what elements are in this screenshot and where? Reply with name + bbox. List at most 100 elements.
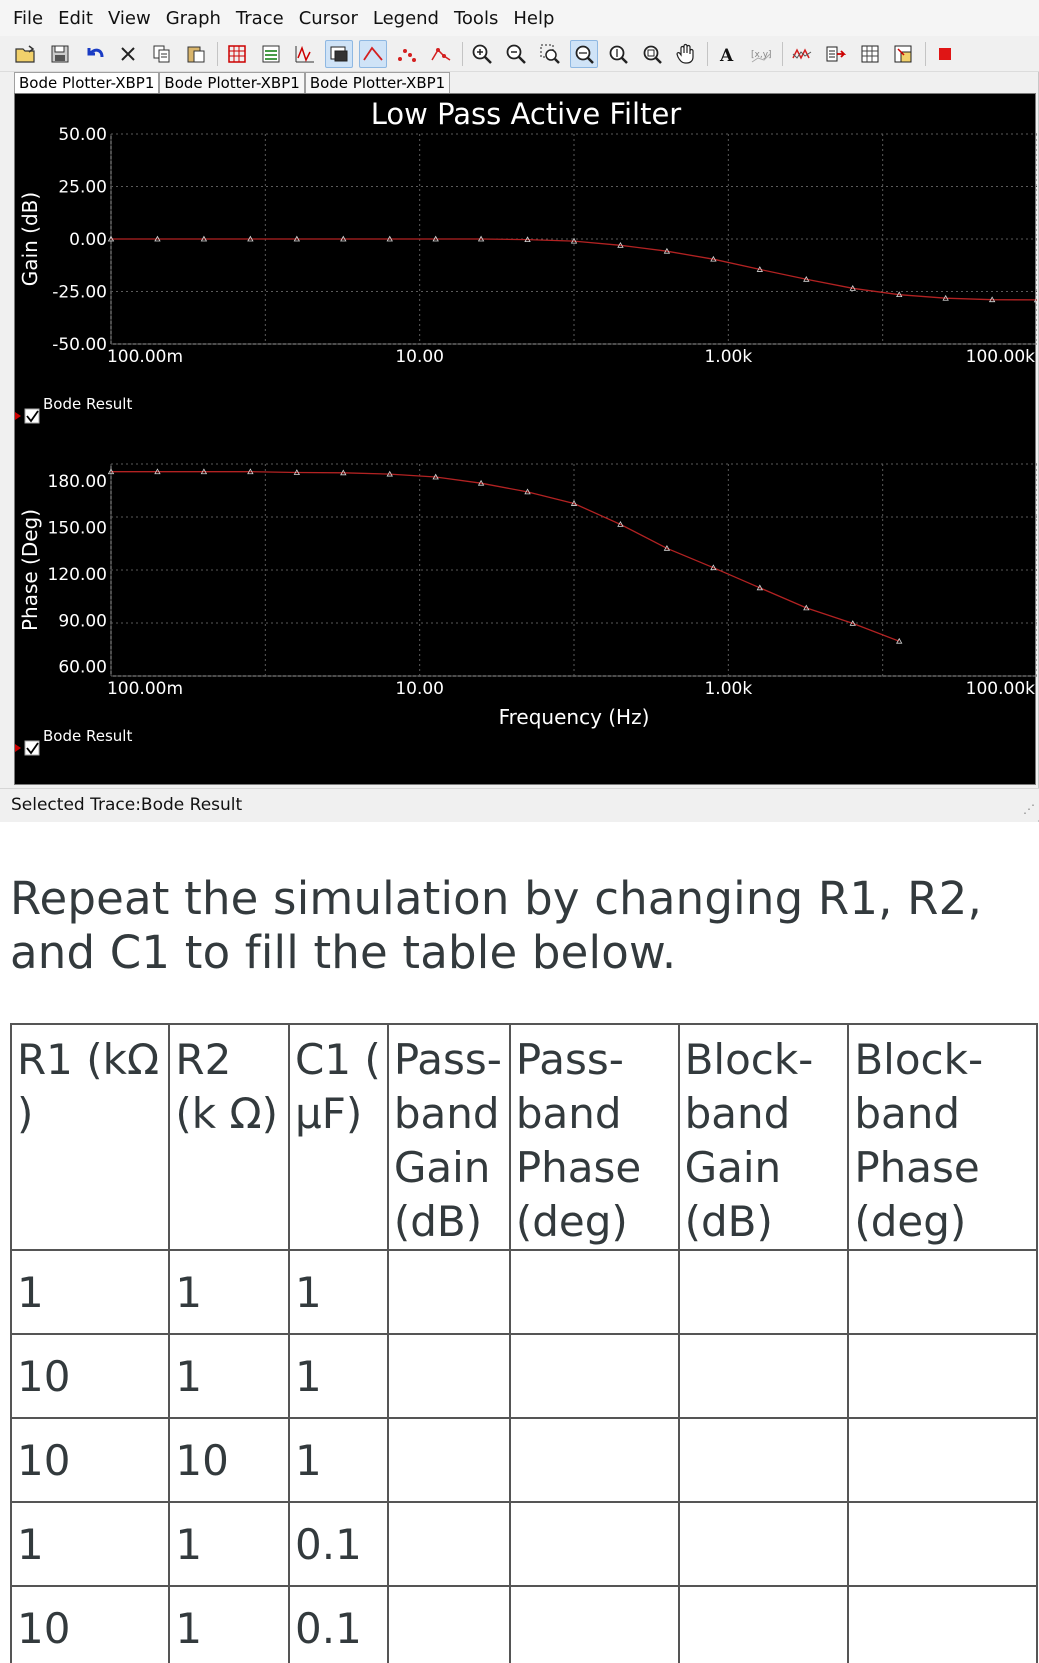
table-cell[interactable] — [847, 1501, 1038, 1587]
table-cell[interactable] — [508, 1501, 680, 1587]
table-cell[interactable] — [847, 1417, 1038, 1503]
table-cell[interactable] — [677, 1417, 850, 1503]
menu-legend[interactable]: Legend — [372, 7, 439, 29]
table-cell: 1 — [288, 1249, 389, 1335]
toolbar: A [x,y] — [0, 36, 1039, 72]
data-point-marker — [200, 468, 208, 475]
table-body: 1 1 1 10 1 1 10 10 1 1 1 0.1 10 1 0.1 — [9, 1249, 1038, 1663]
table-cell[interactable] — [677, 1249, 850, 1335]
table-cell[interactable] — [847, 1249, 1038, 1335]
zoom-y-icon[interactable] — [604, 40, 632, 68]
y-tick-label: 180.00 — [48, 472, 107, 492]
menu-file[interactable]: File — [13, 7, 44, 29]
data-point-marker — [524, 236, 531, 243]
data-point-marker — [570, 500, 578, 506]
table-cell[interactable] — [508, 1585, 680, 1663]
paste-icon[interactable] — [182, 40, 210, 68]
text-label-icon[interactable]: A — [713, 40, 741, 68]
export-image-icon[interactable] — [890, 40, 918, 68]
table-cell[interactable] — [508, 1249, 680, 1335]
legend[interactable]: Bode Result — [15, 395, 132, 424]
tab-bode-plotter-2[interactable]: Bode Plotter-XBP1 — [159, 72, 305, 94]
select-marks-icon[interactable] — [325, 39, 353, 68]
legend-label: Bode Result — [43, 395, 132, 413]
toolbar-separator — [217, 41, 218, 66]
column-header-r1: R1 (kΩ ) — [9, 1023, 171, 1251]
menu-view[interactable]: View — [107, 7, 151, 29]
x-axis-label: Frequency (Hz) — [499, 705, 650, 729]
stop-icon[interactable] — [931, 40, 959, 68]
legend-checkbox[interactable] — [24, 740, 40, 756]
tab-bode-plotter-3[interactable]: Bode Plotter-XBP1 — [304, 72, 451, 94]
zoom-in-icon[interactable] — [468, 40, 496, 68]
plot-area[interactable]: Low Pass Active Filter 50.00 25.00 0.00 -25.… — [14, 93, 1037, 786]
open-folder-icon[interactable] — [12, 40, 40, 68]
svg-text:A: A — [719, 46, 734, 64]
table-cell[interactable] — [847, 1333, 1038, 1419]
line-icon[interactable] — [359, 39, 387, 68]
trace-properties-icon[interactable] — [788, 40, 816, 68]
menu-trace[interactable]: Trace — [235, 7, 284, 29]
zoom-full-icon[interactable] — [638, 40, 666, 68]
table-cell[interactable] — [386, 1249, 511, 1335]
table-cell[interactable] — [386, 1417, 511, 1503]
series-line[interactable] — [111, 471, 900, 642]
series-line[interactable] — [111, 238, 1037, 301]
tab-bode-plotter-1[interactable]: Bode Plotter-XBP1 — [14, 72, 160, 94]
save-icon[interactable] — [46, 40, 74, 68]
data-point-marker — [1033, 296, 1037, 303]
export-data-icon[interactable]: [x,y] — [747, 40, 775, 68]
table-row: 1 1 0.1 — [9, 1501, 1038, 1587]
scatter-icon[interactable] — [393, 40, 421, 68]
table-cell[interactable] — [508, 1417, 680, 1503]
resize-grip-icon[interactable]: ⋰ — [1023, 802, 1035, 816]
line-markers-icon[interactable] — [427, 40, 455, 68]
column-header-blockband-phase: Block-band Phase (deg) — [847, 1023, 1038, 1251]
table-cell[interactable] — [677, 1333, 850, 1419]
menu-graph[interactable]: Graph — [165, 7, 221, 29]
column-header-blockband-gain: Block-band Gain (dB) — [677, 1023, 850, 1251]
grid-icon[interactable] — [223, 40, 251, 68]
table-cell[interactable] — [677, 1501, 850, 1587]
zoom-out-icon[interactable] — [502, 40, 530, 68]
table-cell[interactable] — [386, 1333, 511, 1419]
data-point-marker — [107, 468, 115, 475]
menu-edit[interactable]: Edit — [58, 7, 93, 29]
status-text: Selected Trace:Bode Result — [11, 794, 243, 815]
data-point-marker — [200, 235, 208, 242]
page-properties-icon[interactable] — [856, 40, 884, 68]
copy-icon[interactable] — [148, 40, 176, 68]
table-cell[interactable] — [847, 1585, 1038, 1663]
data-point-marker — [849, 285, 856, 291]
data-point-marker — [340, 469, 347, 476]
toolbar-separator — [707, 41, 708, 66]
table-cell: 0.1 — [288, 1501, 389, 1587]
legend-checkbox[interactable] — [24, 408, 40, 424]
table-cell[interactable] — [508, 1333, 680, 1419]
undo-icon[interactable] — [80, 40, 108, 68]
zoom-area-icon[interactable] — [536, 40, 564, 68]
menu-cursor[interactable]: Cursor — [298, 7, 358, 29]
data-point-marker — [663, 545, 671, 551]
legend-marker-icon — [15, 744, 21, 752]
legend-label: Bode Result — [43, 727, 132, 745]
bode-plot-canvas[interactable]: Low Pass Active Filter 50.00 25.00 0.00 -25.… — [15, 94, 1037, 786]
menu-tools[interactable]: Tools — [453, 7, 499, 29]
legend-toggle-icon[interactable] — [257, 40, 285, 68]
pan-hand-icon[interactable] — [672, 40, 700, 68]
overlay-traces-icon[interactable] — [291, 40, 319, 68]
delete-icon[interactable] — [114, 40, 142, 68]
data-point-marker — [432, 235, 439, 242]
data-point-marker — [432, 473, 439, 480]
zoom-x-icon[interactable] — [570, 39, 598, 68]
legend[interactable]: Bode Result — [15, 727, 132, 756]
transfer-icon[interactable] — [822, 40, 850, 68]
x-tick-label: 10.00 — [395, 679, 444, 699]
menu-help[interactable]: Help — [513, 7, 555, 29]
table-cell[interactable] — [386, 1585, 511, 1663]
table-cell[interactable] — [677, 1585, 850, 1663]
table-cell[interactable] — [386, 1501, 511, 1587]
column-header-r2: R2 (k Ω) — [168, 1023, 291, 1251]
